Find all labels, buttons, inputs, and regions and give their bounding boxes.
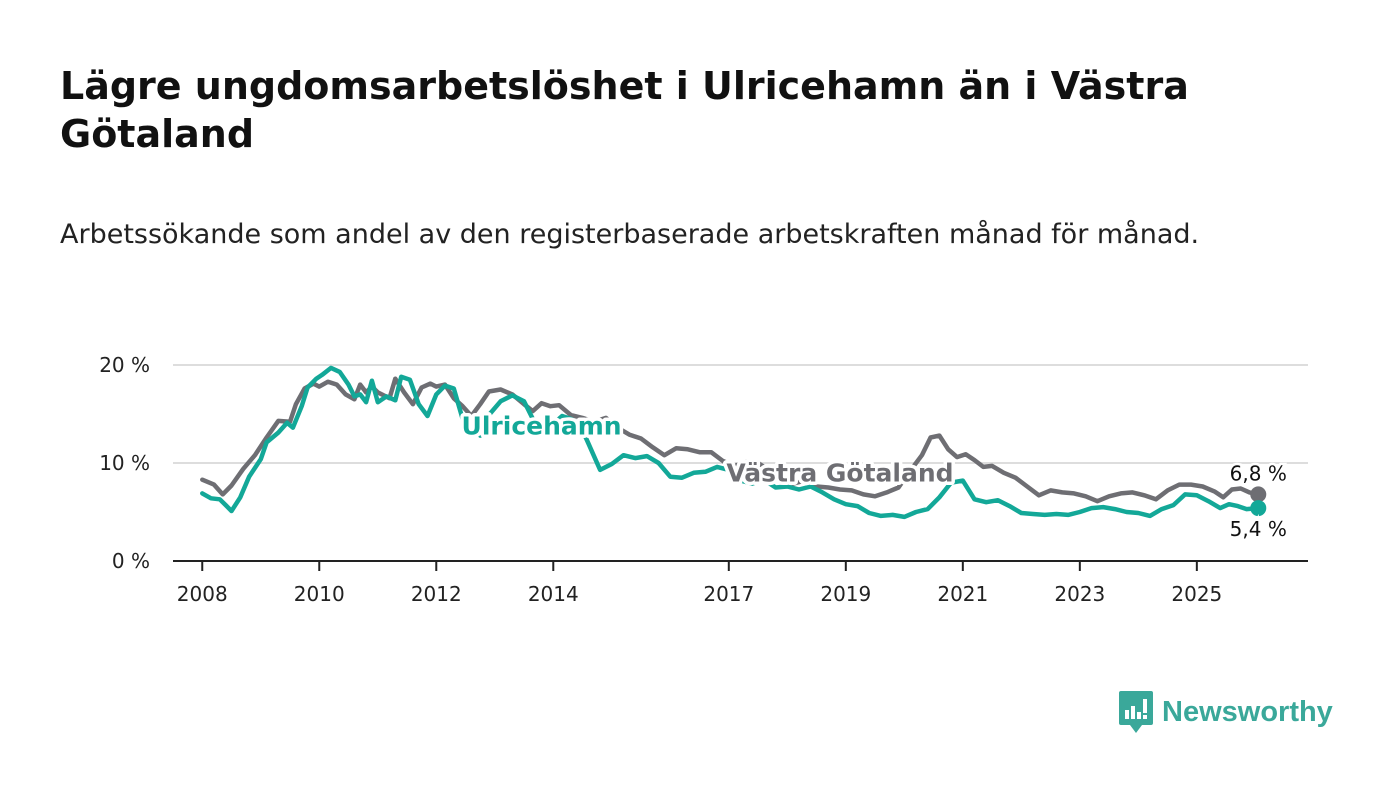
- y-axis: 0 % 10 % 20 %: [99, 353, 150, 573]
- chart-subtitle: Arbetssökande som andel av den registerb…: [60, 219, 1200, 250]
- brand: Newsworthy: [1118, 690, 1333, 734]
- x-tick-label: 2017: [703, 582, 754, 606]
- series-line-vastra-gotaland: [200, 376, 1261, 504]
- brand-name: Newsworthy: [1162, 695, 1333, 728]
- x-tick-label: 2014: [528, 582, 579, 606]
- x-tick-label: 2021: [937, 582, 988, 606]
- chart-title: Lägre ungdomsarbetslöshet i Ulricehamn ä…: [60, 64, 1189, 156]
- end-marker-ulricehamn: [1250, 500, 1267, 517]
- y-tick-label: 0 %: [112, 549, 150, 573]
- x-tick-label: 2008: [177, 582, 228, 606]
- x-tick-label: 2023: [1054, 582, 1105, 606]
- y-tick-label: 10 %: [99, 451, 150, 475]
- x-tick-label: 2019: [820, 582, 871, 606]
- x-tick-label: 2012: [411, 582, 462, 606]
- x-axis: 2008 2010 2012 2014 2017 2019 2021 2023 2025: [173, 560, 1308, 606]
- series-line-ulricehamn: [200, 365, 1261, 520]
- end-marker-vastra-gotaland: [1250, 486, 1267, 503]
- series-lines: [200, 365, 1261, 520]
- end-label-ulricehamn: 5,4 %: [1230, 517, 1287, 541]
- line-chart: 0 % 10 % 20 % 2008 2010 2012 2014 2017 2019 2021…: [99, 353, 1308, 606]
- x-tick-label: 2025: [1171, 582, 1222, 606]
- series-label-vastra-gotaland: Västra Götaland: [726, 459, 953, 488]
- newsworthy-logo-icon: [1119, 691, 1153, 733]
- series-label-ulricehamn: Ulricehamn: [462, 412, 622, 441]
- end-label-vastra-gotaland: 6,8 %: [1230, 461, 1287, 485]
- series-labels: Västra Götaland Ulricehamn 6,8 % 5,4 %: [458, 408, 1289, 544]
- y-tick-label: 20 %: [99, 353, 150, 377]
- x-tick-label: 2010: [294, 582, 345, 606]
